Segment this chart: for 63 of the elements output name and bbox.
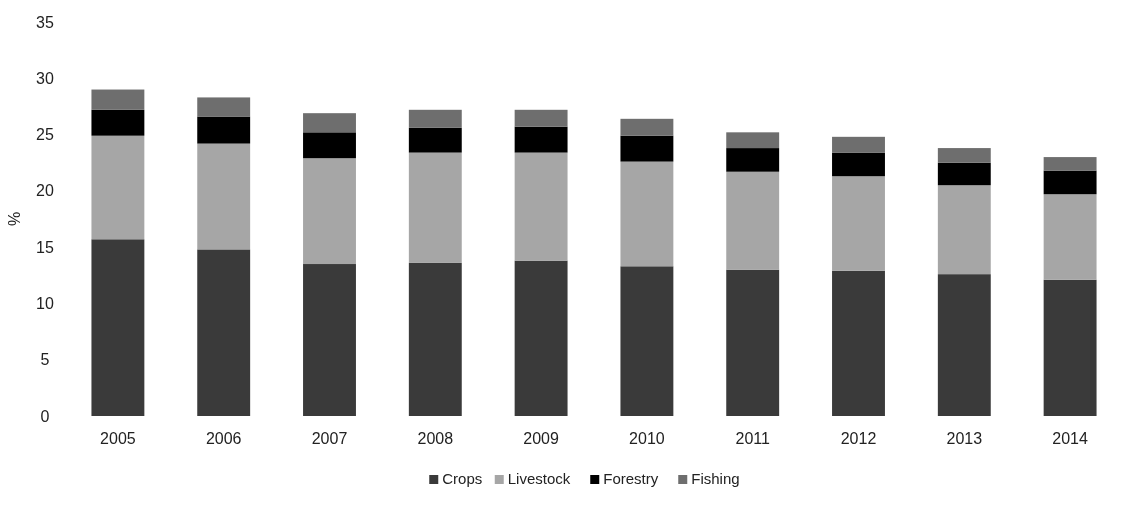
bar	[1043, 194, 1097, 280]
bar	[937, 185, 991, 275]
x-tick-label: 2008	[417, 430, 454, 447]
bar	[620, 266, 674, 416]
x-tick-label: 2005	[100, 430, 136, 447]
y-tick-label: 10	[36, 295, 54, 313]
bar	[832, 270, 885, 416]
y-tick-label: 0	[40, 407, 50, 425]
bar	[303, 264, 356, 416]
bar	[726, 132, 780, 149]
bar	[408, 152, 462, 263]
y-tick-label: 20	[36, 182, 54, 200]
bar	[832, 176, 885, 271]
bar	[197, 249, 251, 416]
bar	[91, 109, 145, 136]
x-tick-label: 2011	[735, 430, 770, 447]
bar	[832, 152, 885, 177]
bar	[1043, 170, 1097, 195]
bar	[1043, 279, 1097, 416]
bar	[197, 143, 251, 250]
bar	[620, 118, 674, 136]
bar	[1043, 157, 1097, 171]
bar	[937, 274, 991, 416]
y-tick-label: 25	[36, 126, 54, 144]
x-tick-label: 2007	[311, 430, 348, 447]
bar	[303, 158, 356, 265]
y-axis-title: %	[6, 211, 23, 227]
bar	[726, 269, 780, 416]
bar	[303, 132, 356, 159]
y-tick-label: 5	[40, 351, 50, 369]
y-tick-label: 35	[36, 13, 54, 31]
x-tick-label: 2010	[629, 430, 665, 447]
bar	[197, 116, 251, 144]
legend-label: Forestry	[603, 470, 659, 487]
x-tick-label: 2006	[205, 430, 242, 447]
legend-label: Fishing	[691, 470, 740, 487]
bar	[832, 136, 885, 153]
bar	[408, 109, 462, 128]
bar	[514, 109, 568, 127]
bar	[408, 262, 462, 416]
bar	[620, 135, 674, 162]
x-tick-label: 2012	[840, 430, 877, 447]
bar	[303, 113, 356, 133]
bar	[514, 152, 568, 261]
bar	[726, 171, 780, 270]
legend-label: Crops	[442, 470, 483, 487]
bar	[726, 148, 780, 172]
x-tick-label: 2013	[946, 430, 983, 447]
bar	[197, 97, 251, 117]
bar	[937, 148, 991, 163]
y-tick-label: 30	[36, 69, 54, 87]
bar	[937, 162, 991, 186]
bar	[91, 239, 145, 416]
bar	[514, 260, 568, 416]
bar	[408, 127, 462, 153]
x-tick-label: 2009	[523, 430, 559, 447]
bar	[620, 161, 674, 267]
bar	[514, 126, 568, 153]
bar	[91, 135, 145, 240]
bar	[91, 89, 145, 110]
x-tick-label: 2014	[1052, 430, 1088, 447]
legend-label: Livestock	[507, 470, 571, 487]
y-tick-label: 15	[36, 238, 54, 256]
